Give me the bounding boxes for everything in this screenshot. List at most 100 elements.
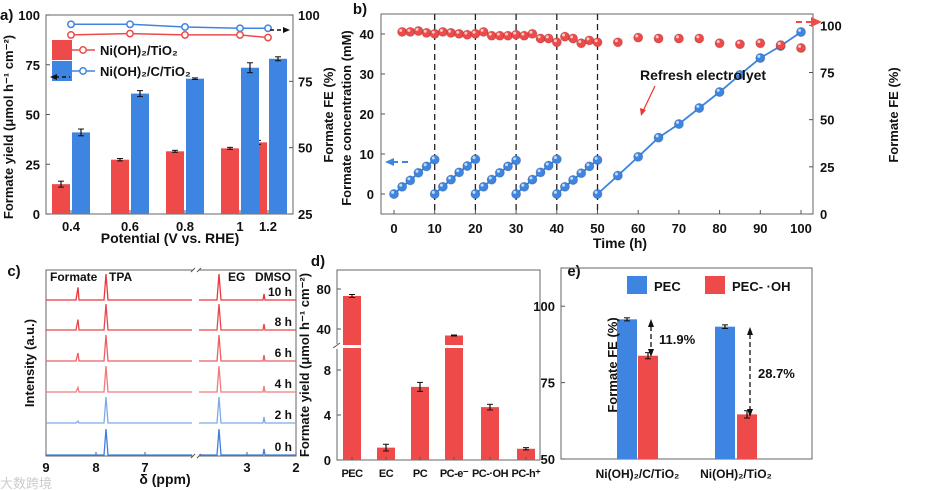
fe-point-b-highlight (757, 40, 761, 44)
x-tick-label-b: 40 (550, 221, 564, 236)
fe-point-a-1 (264, 24, 272, 33)
concentration-point-b (478, 181, 489, 192)
concentration-point-b-highlight (537, 169, 541, 173)
fe-point-b-highlight (798, 44, 802, 48)
fe-point-b (714, 38, 725, 49)
y-tick-label-d: 4 (324, 408, 332, 423)
x-tick-label-b: 0 (390, 221, 397, 236)
concentration-point-b-highlight (521, 183, 525, 187)
concentration-point-b (413, 167, 424, 178)
y2-tick-label-b: 50 (820, 113, 834, 128)
y-axis-label-b: Formate concentration (mM) (339, 30, 354, 206)
y-axis-label-e: Formate FE (%) (605, 317, 620, 412)
concentration-point-b-highlight (496, 169, 500, 173)
arrow-head-icon (385, 158, 394, 166)
axis-break-mark (332, 342, 341, 349)
arrow-head-icon (747, 327, 753, 335)
bar-e-0 (715, 326, 735, 459)
bar-a-0 (221, 148, 239, 214)
bar-e-1 (737, 414, 757, 459)
concentration-point-b-highlight (448, 176, 452, 180)
fe-point-b-highlight (496, 32, 500, 36)
y-axis-label-c: Intensity (a.u.) (22, 319, 37, 407)
concentration-point-b-highlight (562, 183, 566, 187)
concentration-point-b-highlight (586, 163, 590, 167)
concentration-point-b (462, 160, 473, 172)
fe-point-b-highlight (431, 30, 435, 34)
concentration-point-b-highlight (757, 54, 761, 58)
concentration-point-b-highlight (737, 71, 741, 75)
fe-point-b (527, 28, 538, 39)
concentration-point-b-highlight (594, 190, 598, 194)
concentration-point-b-highlight (407, 177, 411, 181)
concentration-point-b-highlight (716, 88, 720, 92)
x-tick-label-b: 70 (672, 221, 686, 236)
x-tick-label-c: 9 (42, 460, 49, 475)
arrow-head-icon (283, 27, 290, 33)
nmr-trace-4h (46, 365, 296, 393)
peak-label-tpa: TPA (109, 270, 132, 284)
bar-a-0 (166, 151, 184, 214)
concentration-point-b (429, 154, 440, 165)
concentration-point-b (559, 181, 571, 192)
axis-break-mark (190, 453, 196, 459)
x-tick-label-a: 0.6 (121, 219, 139, 234)
concentration-point-b (673, 118, 685, 130)
concentration-point-b-highlight (614, 172, 618, 176)
fe-point-b-highlight (676, 35, 679, 39)
y2-tick-label-a: 100 (298, 8, 320, 23)
difference-label-e: 28.7% (758, 366, 795, 381)
concentration-point-b (535, 167, 546, 178)
panel-label-c: c) (7, 263, 20, 280)
concentration-point-b (592, 188, 603, 200)
bar-d (343, 296, 361, 460)
x-tick-label-c: 3 (243, 460, 250, 475)
fe-point-b-highlight (570, 35, 574, 39)
nmr-trace-8h (46, 303, 296, 331)
fe-point-b (567, 33, 579, 44)
concentration-point-b (527, 174, 538, 185)
plot-frame-d (336, 269, 541, 461)
y2-tick-label-b: 0 (820, 207, 827, 222)
x-tick-label-d: PC-·OH (472, 468, 509, 480)
concentration-point-b-highlight (505, 163, 509, 167)
concentration-point-b-highlight (513, 190, 517, 194)
x-tick-label-d: PC-e⁻ (440, 468, 469, 480)
bar-d (377, 447, 395, 460)
x-tick-label-b: 60 (631, 221, 645, 236)
concentration-point-b-highlight (655, 134, 659, 138)
y2-tick-label-b: 100 (820, 18, 842, 33)
concentration-point-b (633, 151, 644, 162)
concentration-point-b (397, 181, 408, 192)
panel-label-b: b) (353, 1, 367, 18)
fe-point-b-highlight (553, 39, 557, 43)
y2-axis-label-a: Formate FE (%) (321, 67, 336, 162)
concentration-point-b-highlight (578, 170, 582, 174)
concentration-point-b-highlight (415, 169, 419, 173)
fe-point-b-highlight (472, 30, 476, 34)
y-tick-label-a: 100 (18, 8, 40, 23)
nmr-trace-2h (46, 396, 296, 424)
fe-point-b-highlight (777, 42, 781, 46)
bar-a-1 (269, 58, 287, 214)
bar-d (411, 386, 429, 460)
concentration-point-b (445, 174, 457, 185)
x-tick-label-b: 10 (427, 221, 441, 236)
x-tick-label-b: 80 (712, 221, 726, 236)
fe-point-b-highlight (562, 33, 566, 37)
legend-marker-a-1 (79, 67, 87, 75)
concentration-point-b (755, 52, 766, 64)
fe-point-a-1 (67, 20, 75, 29)
concentration-point-b-highlight (545, 162, 549, 166)
refresh-annotation-b: Refresh electrolyet (640, 67, 766, 83)
y2-tick-label-b: 75 (820, 65, 834, 80)
x-tick-label-b: 100 (790, 221, 812, 236)
legend-label-e: PEC (654, 279, 681, 294)
concentration-point-b (795, 26, 807, 38)
fe-point-b-highlight (594, 39, 598, 43)
nmr-trace-10h (46, 273, 296, 301)
fe-point-b-highlight (480, 28, 484, 32)
bar-d (481, 407, 499, 460)
fe-point-b-highlight (415, 27, 419, 31)
fe-point-b-highlight (737, 41, 741, 45)
